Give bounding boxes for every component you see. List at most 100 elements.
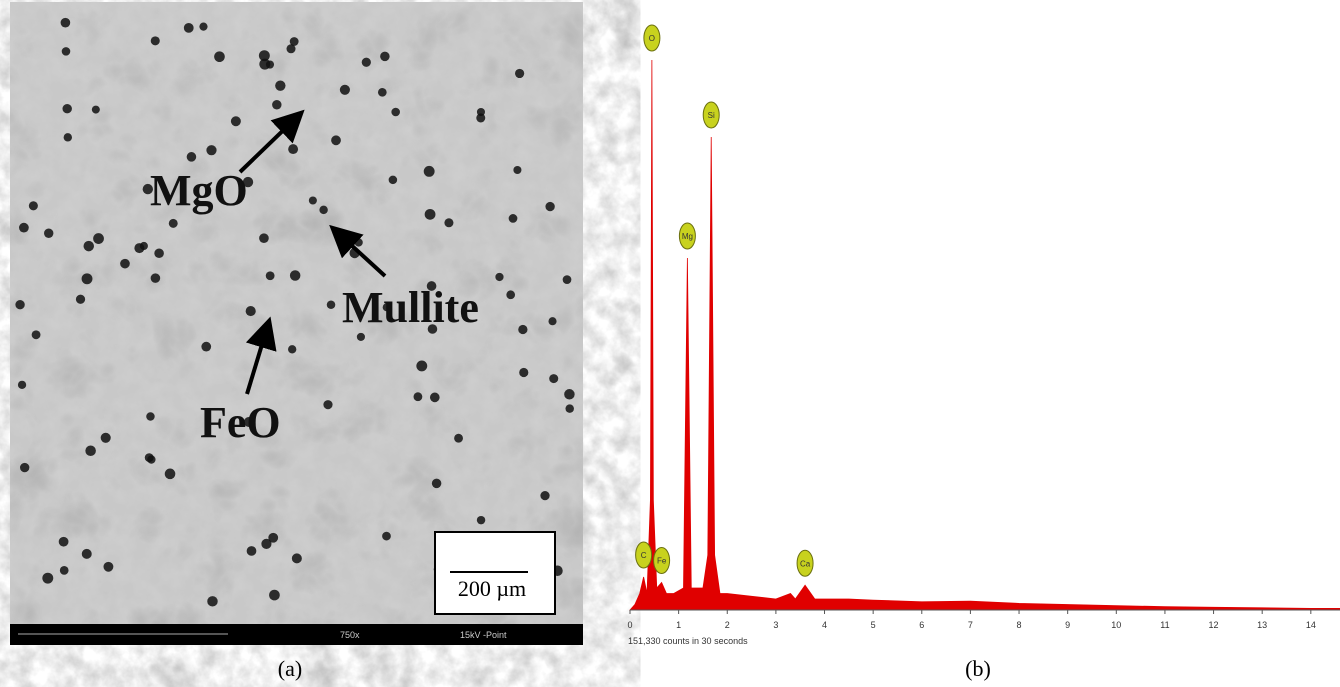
- grain-dot: [269, 590, 280, 601]
- grain-dot: [101, 433, 111, 443]
- grain-dot: [414, 392, 423, 401]
- spectrum: [630, 60, 1340, 610]
- x-tick-label: 7: [968, 620, 973, 630]
- grain-dot: [389, 176, 398, 185]
- grain-dot: [564, 389, 574, 399]
- grain-dot: [15, 300, 24, 309]
- x-tick-label: 14: [1306, 620, 1316, 630]
- grain-dot: [92, 106, 100, 114]
- x-tick-label: 6: [919, 620, 924, 630]
- grain-dot: [187, 152, 197, 162]
- grain-dot: [64, 133, 72, 141]
- grain-dot: [378, 88, 387, 97]
- grain-dot: [540, 491, 549, 500]
- grain-dot: [231, 116, 241, 126]
- grain-dot: [120, 259, 130, 269]
- grain-dot: [146, 412, 154, 420]
- grain-dot: [477, 516, 485, 524]
- grain-dot: [169, 219, 178, 228]
- peak-label: Si: [708, 111, 715, 120]
- grain-dot: [319, 206, 327, 214]
- grain-dot: [549, 374, 558, 383]
- grain-dot: [18, 381, 26, 389]
- x-tick-label: 12: [1209, 620, 1219, 630]
- grain-dot: [19, 223, 29, 233]
- grain-dot: [340, 85, 350, 95]
- grain-dot: [151, 36, 160, 45]
- voltage: 15kV -Point: [460, 630, 507, 640]
- caption-b: (b): [965, 656, 991, 681]
- scale-bar-label: 200 µm: [458, 576, 526, 601]
- grain-dot: [425, 209, 436, 220]
- grain-dot: [495, 273, 503, 281]
- label-mullite: Mullite: [342, 283, 479, 332]
- grain-dot: [154, 248, 164, 258]
- grain-dot: [207, 596, 217, 606]
- grain-dot: [515, 69, 524, 78]
- grain-dot: [355, 238, 363, 246]
- caption-a: (a): [278, 656, 302, 681]
- grain-dot: [286, 44, 295, 53]
- grain-dot: [518, 325, 527, 334]
- figure: 750x 15kV -Point 200 µm MgO Mullite FeO …: [0, 0, 1340, 687]
- grain-dot: [513, 166, 521, 174]
- grain-dot: [391, 108, 400, 117]
- grain-dot: [199, 23, 207, 31]
- grain-dot: [184, 23, 194, 33]
- x-tick-label: 5: [871, 620, 876, 630]
- peak-label: Mg: [682, 232, 693, 241]
- grain-dot: [61, 18, 71, 28]
- grain-dot: [288, 144, 298, 154]
- grain-dot: [82, 273, 93, 284]
- x-tick-label: 13: [1257, 620, 1267, 630]
- x-tick-label: 0: [627, 620, 632, 630]
- x-tick-label: 9: [1065, 620, 1070, 630]
- grain-dot: [362, 58, 371, 67]
- grain-dot: [288, 345, 296, 353]
- grain-dot: [44, 229, 53, 238]
- grain-dot: [85, 445, 96, 456]
- x-tick-label: 10: [1111, 620, 1121, 630]
- grain-dot: [424, 166, 435, 177]
- grain-dot: [145, 453, 154, 462]
- grain-dot: [565, 404, 573, 412]
- magnification: 750x: [340, 630, 360, 640]
- grain-dot: [327, 301, 336, 310]
- grain-dot: [275, 80, 285, 90]
- x-tick-label: 3: [773, 620, 778, 630]
- grain-dot: [261, 539, 271, 549]
- grain-dot: [309, 196, 317, 204]
- grain-dot: [76, 295, 85, 304]
- peak-label: C: [641, 551, 647, 560]
- grain-dot: [382, 532, 391, 541]
- x-tick-label: 2: [725, 620, 730, 630]
- grain-dot: [214, 51, 225, 62]
- label-mgo: MgO: [150, 166, 248, 215]
- grain-dot: [82, 549, 92, 559]
- grain-dot: [563, 275, 572, 284]
- grain-dot: [380, 52, 389, 61]
- grain-dot: [430, 393, 440, 403]
- grain-dot: [509, 214, 518, 223]
- grain-dot: [432, 479, 442, 489]
- x-tick-label: 8: [1017, 620, 1022, 630]
- peak-label: Ca: [800, 559, 811, 568]
- grain-dot: [201, 342, 211, 352]
- grain-dot: [140, 242, 148, 250]
- label-feo: FeO: [200, 398, 281, 447]
- grain-dot: [20, 463, 29, 472]
- x-tick-label: 4: [822, 620, 827, 630]
- grain-dot: [60, 566, 69, 575]
- grain-dot: [444, 218, 453, 227]
- grain-dot: [357, 333, 365, 341]
- grain-dot: [62, 47, 71, 56]
- grain-dot: [93, 233, 104, 244]
- grain-dot: [519, 368, 528, 377]
- grain-dot: [42, 573, 53, 584]
- grain-dot: [290, 270, 301, 281]
- grain-dot: [103, 562, 113, 572]
- grain-dot: [259, 233, 269, 243]
- grain-dot: [476, 113, 485, 122]
- grain-dot: [266, 271, 275, 280]
- grain-dot: [416, 360, 427, 371]
